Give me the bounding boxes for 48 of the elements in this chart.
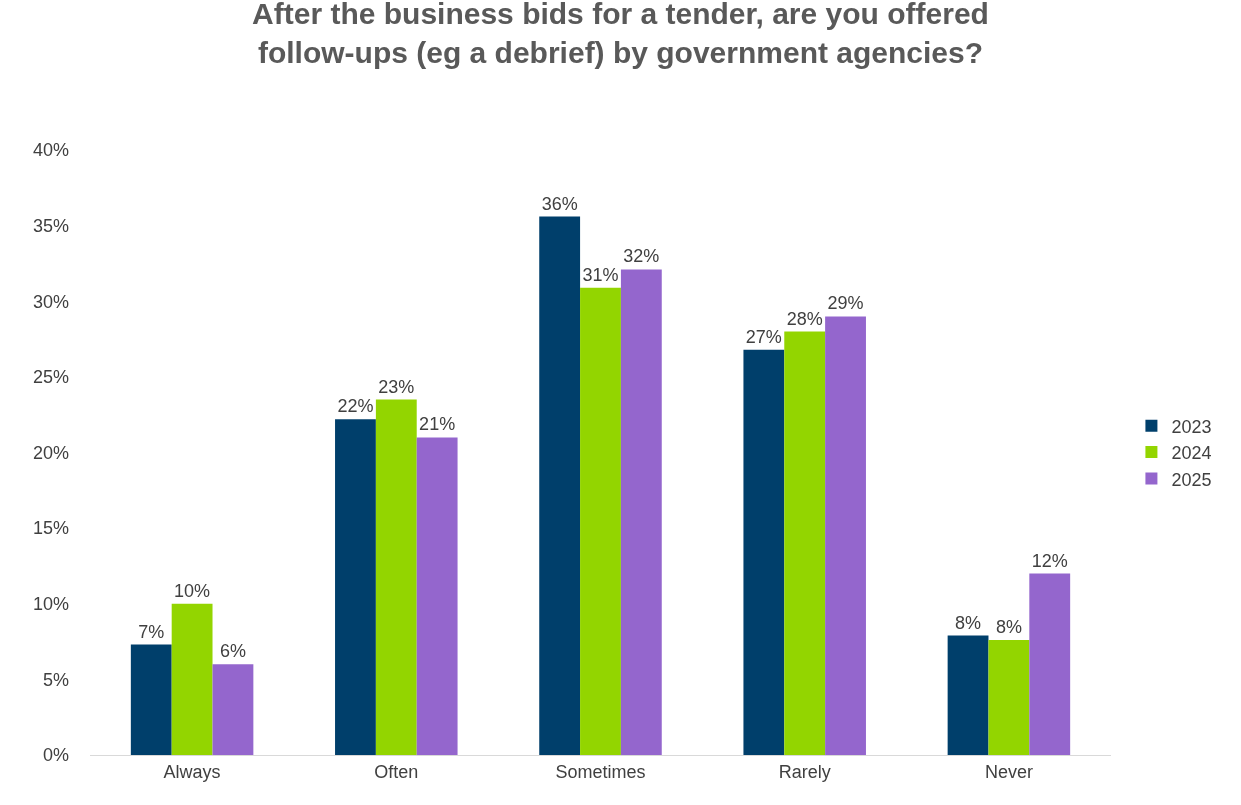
x-tick-label: Often	[374, 761, 419, 782]
y-tick-label: 40%	[32, 140, 69, 161]
bar	[335, 419, 376, 755]
data-label: 6%	[219, 641, 246, 662]
x-tick-label: Sometimes	[555, 761, 646, 782]
data-label: 23%	[378, 376, 415, 397]
legend-label: 2023	[1171, 416, 1212, 437]
data-label: 12%	[1031, 550, 1068, 571]
data-label: 21%	[419, 414, 456, 435]
legend-label: 2024	[1171, 443, 1212, 464]
bar	[988, 640, 1030, 755]
data-label: 8%	[955, 612, 982, 633]
data-label: 22%	[337, 396, 374, 417]
bar	[580, 287, 621, 755]
bar	[784, 331, 826, 755]
y-tick-label: 10%	[32, 594, 69, 615]
x-tick-label: Never	[984, 761, 1033, 782]
legend-label: 2025	[1171, 469, 1212, 490]
bar	[171, 603, 213, 755]
y-tick-label: 35%	[32, 215, 69, 236]
bar	[620, 269, 662, 755]
bar	[1029, 573, 1071, 755]
y-tick-label: 25%	[32, 367, 69, 388]
bar	[212, 664, 254, 755]
chart-title: After the business bids for a tender, are you offered follow-ups (eg a debrief) by government agencies?	[252, 0, 989, 70]
y-tick-label: 5%	[42, 669, 69, 690]
data-label: 32%	[623, 246, 660, 267]
y-tick-label: 0%	[42, 745, 69, 766]
y-tick-label: 15%	[32, 518, 69, 539]
data-label: 31%	[582, 264, 619, 285]
bar	[130, 644, 172, 755]
data-label: 28%	[786, 308, 823, 329]
bar	[743, 349, 785, 755]
x-tick-label: Rarely	[778, 761, 831, 782]
data-label: 8%	[995, 617, 1022, 638]
bar	[539, 216, 581, 755]
bar	[947, 635, 989, 755]
data-label: 27%	[745, 326, 782, 347]
data-label: 10%	[174, 580, 211, 601]
data-label: 36%	[541, 193, 578, 214]
y-tick-label: 20%	[32, 442, 69, 463]
bar	[416, 437, 458, 755]
x-tick-label: Always	[163, 761, 221, 782]
y-tick-label: 30%	[32, 291, 69, 312]
bar	[825, 316, 866, 755]
data-label: 7%	[138, 621, 165, 642]
bar	[375, 399, 417, 755]
data-label: 29%	[827, 293, 864, 314]
